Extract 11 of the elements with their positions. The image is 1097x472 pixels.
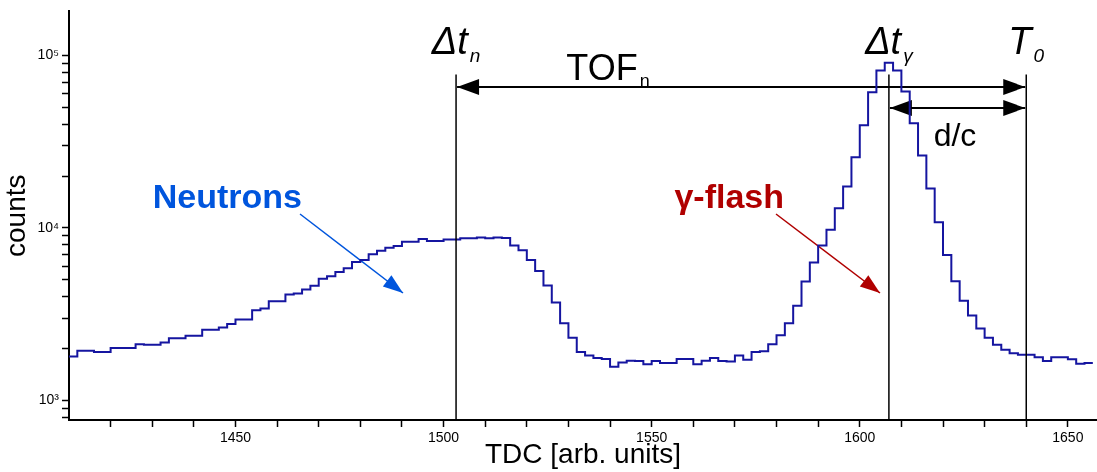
y-tick-label: 10³ (38, 391, 60, 408)
y-tick-label: 10⁴ (37, 218, 59, 235)
y-axis-title: counts (0, 174, 31, 257)
y-tick-label: 10⁵ (37, 46, 59, 63)
annotation: γ-flash (674, 177, 785, 215)
x-tick-label: 1600 (844, 429, 876, 446)
x-tick-label: 1650 (1052, 429, 1084, 446)
annotation: d/c (933, 117, 977, 153)
x-tick-label: 1450 (219, 429, 252, 446)
x-tick-label: 1500 (428, 429, 460, 446)
annotation: Neutrons (152, 177, 302, 215)
